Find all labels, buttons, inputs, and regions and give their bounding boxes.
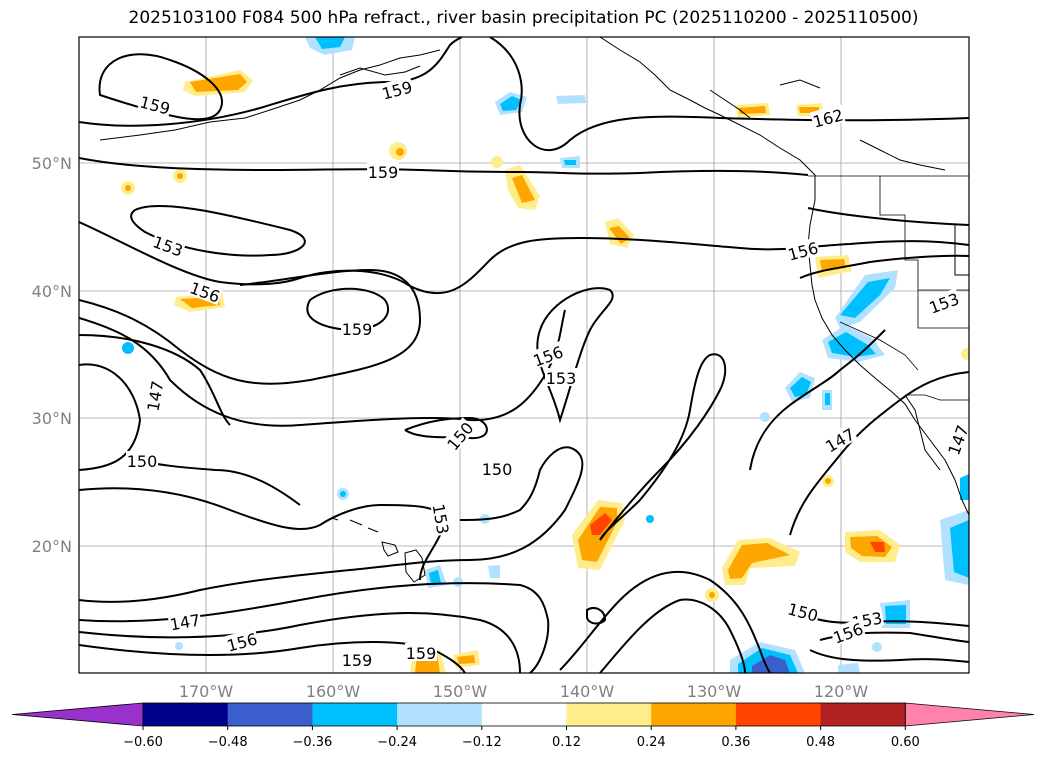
- contour-label: 150: [482, 460, 513, 479]
- colorbar-tick-label: 0.60: [891, 735, 920, 750]
- contour-label-mask: [529, 341, 566, 369]
- contour-label-mask: [784, 237, 821, 263]
- colorbar-segment: [566, 703, 652, 726]
- lat-label: 20°N: [32, 537, 72, 556]
- contour-label-mask: [341, 319, 373, 337]
- colorbar-segment: [651, 703, 737, 726]
- colorbar-tick-label: −0.36: [292, 735, 332, 750]
- colorbar-tick-label: −0.60: [123, 735, 163, 750]
- contour-label: 153: [546, 369, 577, 388]
- colorbar-segment: [312, 703, 398, 726]
- colorbar-segment: [735, 703, 822, 726]
- lon-label: 150°W: [433, 682, 488, 701]
- political-borders: [808, 175, 969, 401]
- contour-label-mask: [809, 104, 846, 130]
- contour-label-mask: [367, 162, 399, 180]
- contour-label-mask: [545, 368, 577, 386]
- colorbar-segment: [481, 703, 567, 726]
- plot-area: [79, 37, 969, 673]
- contour-label-mask: [405, 643, 437, 661]
- colorbar-outline: [142, 702, 906, 727]
- contour-label-mask: [341, 650, 373, 668]
- contour-label-mask: [126, 451, 158, 469]
- contour-label: 159: [342, 320, 373, 339]
- contour-label-mask: [481, 459, 513, 477]
- contour-label-mask: [785, 598, 822, 624]
- colorbar-tick-label: 0.36: [721, 735, 750, 750]
- colorbar-tick-label: −0.48: [208, 735, 248, 750]
- contour-label: 150: [127, 452, 158, 471]
- longitude-labels: 170°W 160°W 150°W 140°W 130°W 120°W: [179, 682, 869, 701]
- contour-label-mask: [943, 421, 969, 458]
- contour-label-mask: [137, 91, 174, 117]
- latitude-labels: 50°N 40°N 30°N 20°N: [32, 154, 72, 556]
- lon-label: 140°W: [560, 682, 615, 701]
- contour-label-mask: [829, 618, 866, 646]
- colorbar-segment: [820, 703, 906, 726]
- colorbar: −0.60 −0.48 −0.36 −0.24 −0.12 0.12 0.24 0.36 0.4…: [11, 702, 1035, 750]
- colorbar-tick-label: 0.48: [806, 735, 835, 750]
- contour-label: 159: [406, 644, 437, 663]
- plot-frame: [78, 36, 970, 674]
- lon-label: 160°W: [306, 682, 361, 701]
- colorbar-segment: [397, 703, 483, 726]
- contour-label: 159: [342, 651, 373, 670]
- lon-label: 130°W: [687, 682, 742, 701]
- colorbar-extend-max: [904, 702, 1035, 727]
- contour-label-mask: [442, 417, 477, 454]
- contour-label-mask: [430, 501, 454, 537]
- colorbar-tick-label: 0.12: [552, 735, 581, 750]
- lat-label: 30°N: [32, 409, 72, 428]
- colorbar-extend-min: [11, 702, 144, 727]
- contour-label-mask: [187, 277, 224, 305]
- lat-label: 50°N: [32, 154, 72, 173]
- lon-label: 170°W: [179, 682, 234, 701]
- precip-negative-areas: [122, 37, 969, 673]
- hawaii-islands: [331, 517, 426, 583]
- contour-label-mask: [821, 423, 858, 455]
- contour-label-mask: [925, 288, 962, 316]
- contour-label-mask: [223, 628, 260, 654]
- colorbar-segment: [227, 703, 313, 726]
- lon-label: 120°W: [814, 682, 869, 701]
- contour-label: 159: [368, 163, 399, 182]
- contour-label-mask: [167, 609, 203, 633]
- lat-label: 40°N: [32, 282, 72, 301]
- colorbar-tick-label: −0.12: [462, 735, 502, 750]
- contour-label-mask: [150, 231, 187, 259]
- contour-label-mask: [142, 378, 166, 414]
- colorbar-tick-label: −0.24: [377, 735, 417, 750]
- colorbar-segment: [143, 703, 229, 726]
- colorbar-tick-label: 0.24: [637, 735, 666, 750]
- map-title: 2025103100 F084 500 hPa refract., river …: [128, 8, 919, 28]
- contour-label-mask: [378, 76, 415, 102]
